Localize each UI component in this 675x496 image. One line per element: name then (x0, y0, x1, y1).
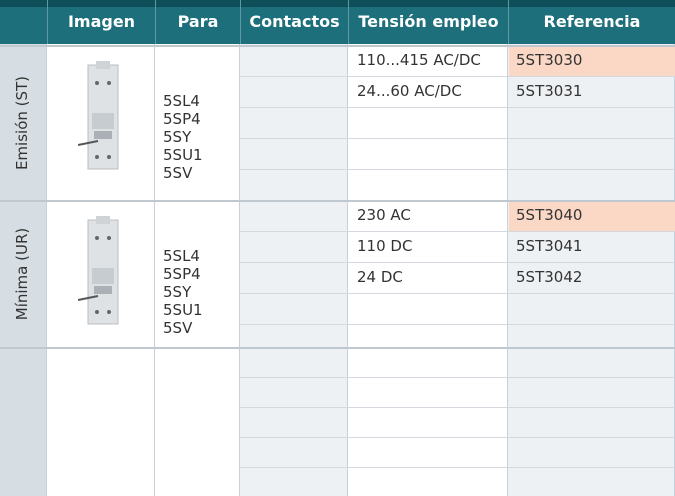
tension-cell: 110 DC (357, 237, 413, 255)
row-line (240, 231, 675, 232)
row-line (240, 138, 675, 139)
device-image (77, 216, 126, 328)
para-item: 5SY (163, 283, 192, 301)
para-item: 5SV (163, 319, 193, 337)
header-cell: Imagen (47, 0, 155, 44)
row-line (240, 324, 675, 325)
reference-cell: 5ST3040 (516, 206, 583, 224)
tension-cell: 24 DC (357, 268, 403, 286)
row-line (240, 437, 675, 438)
para-item: 5SY (163, 128, 192, 146)
para-item: 5SP4 (163, 265, 201, 283)
reference-cell: 5ST3041 (516, 237, 583, 255)
row-line (240, 169, 675, 170)
reference-cell: 5ST3030 (516, 51, 583, 69)
column-bg (348, 44, 508, 496)
device-icon (77, 216, 119, 325)
group-label: Mínima (UR) (13, 227, 31, 320)
row-line (240, 262, 675, 263)
header-cell: Para (155, 0, 240, 44)
tension-cell: 230 AC (357, 206, 411, 224)
highlight-cell (509, 202, 675, 231)
group-line (0, 200, 675, 202)
row-line (240, 377, 675, 378)
column-bg (155, 44, 240, 496)
device-icon (77, 61, 119, 170)
group-label: Emisión (ST) (13, 75, 31, 170)
row-line (240, 407, 675, 408)
para-item: 5SP4 (163, 110, 201, 128)
tension-cell: 24...60 AC/DC (357, 82, 462, 100)
para-item: 5SU1 (163, 301, 203, 319)
highlight-cell (509, 47, 675, 76)
para-item: 5SL4 (163, 247, 200, 265)
device-image (77, 61, 126, 173)
column-bg (240, 44, 348, 496)
para-item: 5SV (163, 164, 193, 182)
row-line (240, 76, 675, 77)
group-line (0, 45, 675, 47)
reference-cell: 5ST3042 (516, 268, 583, 286)
column-bg (0, 44, 47, 496)
row-line (240, 467, 675, 468)
header-cell: Contactos (240, 0, 348, 44)
header-cell: Tensión empleo (348, 0, 508, 44)
column-bg (508, 44, 675, 496)
para-item: 5SU1 (163, 146, 203, 164)
reference-cell: 5ST3031 (516, 82, 583, 100)
tension-cell: 110...415 AC/DC (357, 51, 481, 69)
header-bar (0, 0, 675, 44)
row-line (240, 107, 675, 108)
group-line (0, 347, 675, 349)
row-line (240, 293, 675, 294)
para-item: 5SL4 (163, 92, 200, 110)
header-cell: Referencia (508, 0, 675, 44)
